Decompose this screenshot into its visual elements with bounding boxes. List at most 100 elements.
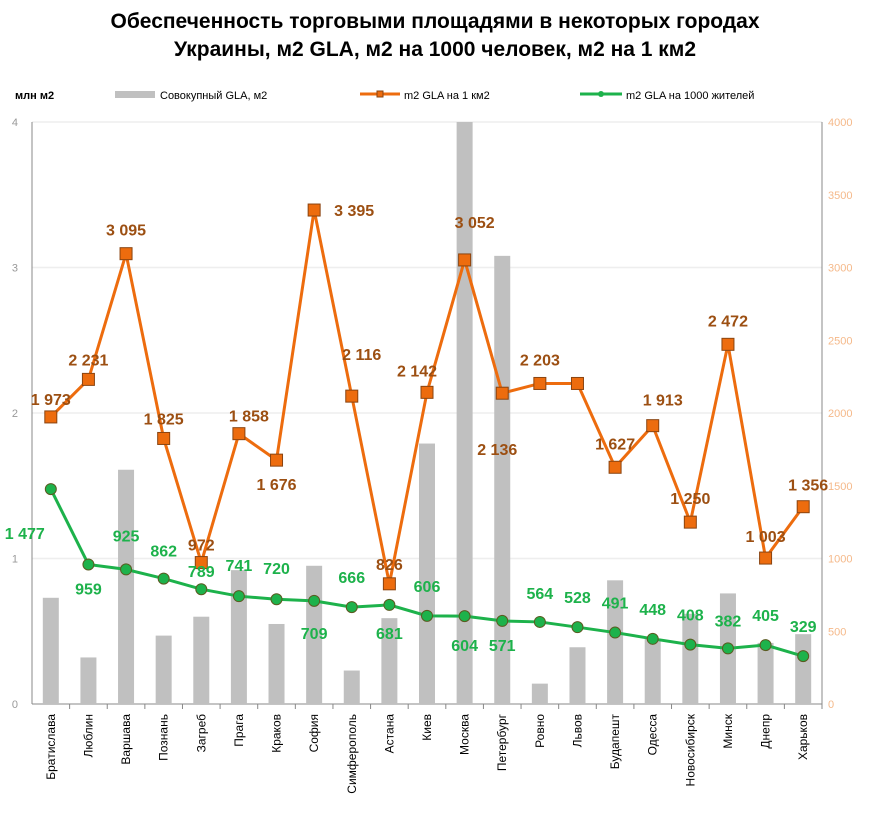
- gla-per-1000-label: 606: [414, 579, 441, 596]
- x-tick-label: Братислава: [44, 714, 58, 780]
- gla-per-1000-marker: [383, 598, 396, 611]
- right-tick-label: 500: [828, 626, 846, 638]
- gla-per-1000-label: 329: [790, 619, 817, 636]
- bar: [682, 613, 699, 704]
- legend-bar-swatch: [115, 91, 155, 98]
- gla-per-km2-marker: [420, 385, 434, 399]
- gla-per-km2-marker: [495, 386, 509, 400]
- x-tick-label: Краков: [270, 714, 284, 753]
- gla-per-1000-label: 709: [301, 626, 328, 643]
- left-tick-label: 1: [12, 554, 18, 566]
- gla-per-1000-label: 528: [564, 590, 591, 607]
- x-tick-label: Астана: [382, 714, 396, 754]
- gla-per-km2-marker: [194, 556, 208, 570]
- gla-per-km2-marker: [646, 419, 660, 433]
- right-tick-label: 1000: [828, 554, 852, 566]
- gla-per-1000-marker: [721, 642, 734, 655]
- gla-per-km2-label: 3 095: [106, 223, 146, 240]
- gla-per-km2-marker: [232, 427, 246, 441]
- gla-per-1000-label: 408: [677, 608, 704, 625]
- right-tick-label: 4000: [828, 117, 852, 129]
- gla-per-1000-marker: [496, 614, 509, 627]
- bar: [795, 634, 812, 704]
- x-tick-label: Киев: [420, 714, 434, 741]
- x-tick-label: Загреб: [194, 714, 208, 753]
- gla-per-1000-label: 720: [263, 561, 290, 578]
- bar: [531, 683, 548, 704]
- gla-per-km2-label: 1 973: [31, 392, 71, 409]
- gla-per-1000-marker: [421, 609, 433, 622]
- gla-per-km2-label: 1 003: [746, 529, 786, 546]
- gla-per-1000-marker: [345, 601, 358, 614]
- x-tick-label: Прага: [232, 714, 246, 747]
- title-line-1: Обеспеченность торговыми площадями в нек…: [110, 10, 760, 33]
- gla-per-km2-label: 2 231: [68, 352, 108, 369]
- gla-per-km2-marker: [270, 453, 284, 467]
- x-tick-label: Люблин: [81, 714, 95, 758]
- gla-per-km2-marker: [119, 247, 133, 261]
- gla-per-km2-label: 2 203: [520, 352, 560, 369]
- gla-per-1000-marker: [759, 639, 772, 652]
- gla-per-km2-label: 1 676: [257, 477, 297, 494]
- gla-per-1000-marker: [195, 583, 208, 596]
- x-tick-label: Ровно: [533, 714, 547, 748]
- gla-per-1000-marker: [120, 563, 133, 576]
- x-tick-label: Петербург: [495, 713, 509, 771]
- title-line-2: Украины, м2 GLA, м2 на 1000 человек, м2 …: [173, 38, 697, 61]
- gla-per-1000-marker: [684, 638, 697, 651]
- gla-per-km2-marker: [533, 376, 547, 390]
- x-tick-label: Варшава: [119, 714, 133, 765]
- gla-per-1000-marker: [157, 572, 170, 585]
- gla-per-1000-marker: [797, 650, 810, 663]
- gla-per-km2-marker: [307, 203, 321, 217]
- left-axis-title: млн м2: [15, 90, 54, 102]
- right-tick-label: 0: [828, 699, 834, 711]
- x-tick-label: Симферополь: [345, 714, 359, 794]
- left-tick-label: 0: [12, 699, 18, 711]
- gla-per-km2-label: 3 395: [334, 203, 374, 220]
- gla-per-1000-label: 491: [602, 596, 629, 613]
- x-tick-label: Новосибирск: [683, 713, 697, 786]
- gla-per-km2-marker: [796, 500, 810, 514]
- bar: [644, 638, 661, 704]
- left-tick-label: 3: [12, 263, 18, 275]
- gla-per-1000-label: 741: [226, 558, 253, 575]
- gla-per-1000-label: 1 477: [5, 526, 45, 543]
- gla-per-km2-label: 1 825: [144, 411, 184, 428]
- gla-per-1000-label: 681: [376, 626, 403, 643]
- bar: [343, 670, 360, 704]
- gla-per-1000-label: 666: [338, 570, 365, 587]
- x-tick-label: Москва: [458, 714, 472, 755]
- right-tick-label: 3500: [828, 190, 852, 202]
- bar: [193, 616, 210, 704]
- gla-per-1000-label: 789: [188, 564, 215, 581]
- gla-per-km2-label: 972: [188, 538, 215, 555]
- gla-per-km2-marker: [683, 515, 697, 529]
- right-tick-label: 2500: [828, 335, 852, 347]
- bar: [381, 618, 398, 704]
- bar: [80, 657, 97, 704]
- gla-per-1000-marker: [308, 594, 321, 607]
- gla-per-1000-marker: [571, 621, 584, 634]
- legend-km2-label: m2 GLA на 1 км2: [404, 90, 490, 102]
- gla-per-km2-label: 1 627: [595, 436, 635, 453]
- gla-per-km2-label: 3 052: [455, 215, 495, 232]
- gla-per-km2-label: 2 116: [342, 347, 381, 364]
- legend-1000-label: m2 GLA на 1000 жителей: [626, 90, 754, 102]
- gla-per-km2-marker: [44, 410, 58, 424]
- legend-1000-marker: [598, 91, 604, 97]
- bar: [230, 570, 247, 704]
- gla-per-1000-label: 604: [451, 638, 478, 655]
- bar: [419, 443, 435, 704]
- gla-per-1000-label: 959: [75, 581, 102, 598]
- gla-per-1000-marker: [646, 632, 659, 645]
- bar: [569, 647, 586, 704]
- gla-per-km2-marker: [345, 389, 359, 403]
- gla-per-km2-marker: [458, 253, 472, 267]
- bar: [268, 623, 285, 704]
- x-tick-label: Будапешт: [608, 714, 622, 770]
- gla-per-km2-marker: [382, 577, 396, 591]
- bar: [118, 469, 135, 704]
- x-tick-label: Познань: [157, 714, 171, 761]
